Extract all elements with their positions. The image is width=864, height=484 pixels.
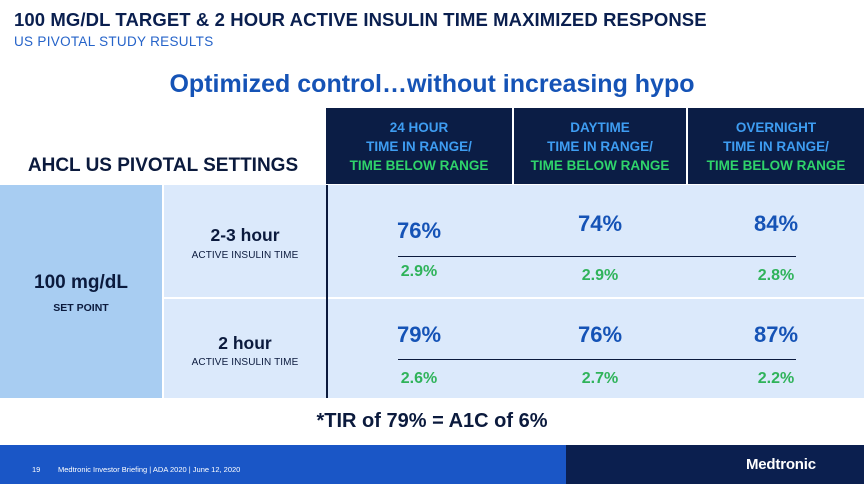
tbr-value: 2.8% bbox=[757, 267, 795, 284]
tbr-value: 2.9% bbox=[400, 263, 438, 280]
tbr-value: 2.6% bbox=[400, 370, 438, 387]
slide-subtitle: US PIVOTAL STUDY RESULTS bbox=[14, 34, 214, 49]
tir-value: 79% bbox=[396, 322, 442, 347]
column-divider bbox=[686, 108, 688, 184]
tbr-value: 2.2% bbox=[757, 370, 795, 387]
column-header-line: TIME BELOW RANGE bbox=[349, 157, 489, 173]
label-divider bbox=[326, 185, 328, 398]
column-separator bbox=[162, 185, 164, 398]
footer-logo-panel bbox=[566, 445, 864, 484]
column-header-24-hour: 24 HOUR TIME IN RANGE/ TIME BELOW RANGE bbox=[326, 108, 512, 184]
column-header-line: TIME IN RANGE/ bbox=[723, 138, 829, 154]
settings-label: AHCL US PIVOTAL SETTINGS bbox=[27, 155, 299, 176]
tbr-value: 2.7% bbox=[581, 370, 619, 387]
footnote: *TIR of 79% = A1C of 6% bbox=[316, 410, 548, 432]
row-subtitle: ACTIVE INSULIN TIME bbox=[191, 250, 299, 261]
tir-value: 76% bbox=[396, 218, 442, 243]
slide-title: 100 MG/DL TARGET & 2 HOUR ACTIVE INSULIN… bbox=[14, 9, 707, 30]
setpoint-cell bbox=[0, 185, 162, 398]
column-divider bbox=[512, 108, 514, 184]
column-header-line: 24 HOUR bbox=[389, 119, 449, 135]
row-subtitle: ACTIVE INSULIN TIME bbox=[191, 357, 299, 368]
column-header-line: TIME BELOW RANGE bbox=[706, 157, 846, 173]
cell-divider-line bbox=[398, 256, 796, 257]
tir-value: 84% bbox=[753, 211, 799, 236]
column-header-daytime: DAYTIME TIME IN RANGE/ TIME BELOW RANGE bbox=[514, 108, 686, 184]
column-header-line: TIME IN RANGE/ bbox=[366, 138, 472, 154]
column-header-line: OVERNIGHT bbox=[735, 119, 817, 135]
table-body bbox=[164, 185, 864, 398]
headline: Optimized control…without increasing hyp… bbox=[169, 70, 695, 98]
tir-value: 74% bbox=[577, 211, 623, 236]
tir-value: 76% bbox=[577, 322, 623, 347]
column-header-overnight: OVERNIGHT TIME IN RANGE/ TIME BELOW RANG… bbox=[688, 108, 864, 184]
column-header-line: TIME BELOW RANGE bbox=[530, 157, 670, 173]
page-number: 19 bbox=[32, 465, 41, 474]
tir-value: 87% bbox=[753, 322, 799, 347]
column-header-line: DAYTIME bbox=[570, 119, 630, 135]
row-title: 2-3 hour bbox=[210, 225, 280, 245]
setpoint-label: SET POINT bbox=[53, 302, 109, 314]
row-separator bbox=[164, 297, 864, 299]
cell-divider-line bbox=[398, 359, 796, 360]
tbr-value: 2.9% bbox=[581, 267, 619, 284]
medtronic-logo: Medtronic bbox=[746, 456, 816, 473]
setpoint-value: 100 mg/dL bbox=[34, 272, 128, 293]
column-header-line: TIME IN RANGE/ bbox=[547, 138, 653, 154]
row-title: 2 hour bbox=[218, 333, 272, 353]
footer-text: Medtronic Investor Briefing | ADA 2020 |… bbox=[58, 465, 241, 474]
